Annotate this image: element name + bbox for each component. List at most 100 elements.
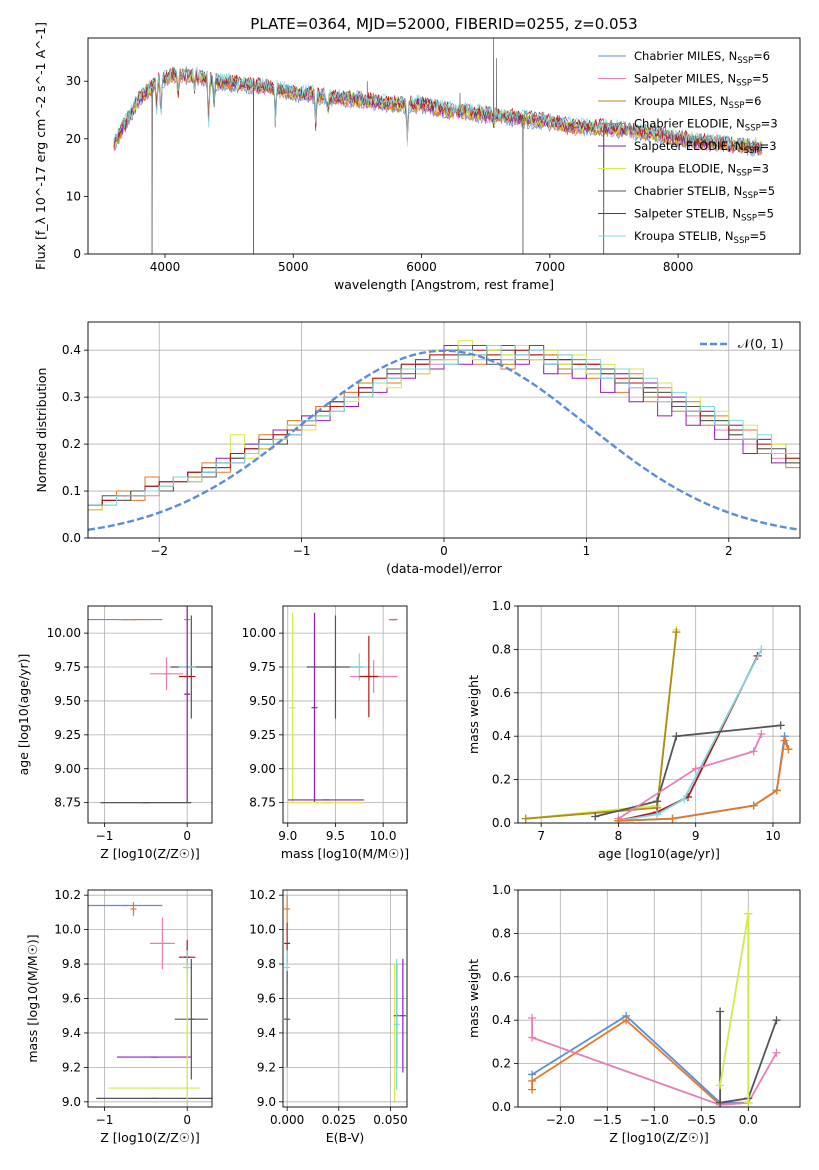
plot-area — [287, 612, 398, 804]
x-tick-label: 10.0 — [370, 829, 397, 843]
legend-label: Salpeter MILES, NSSP=5 — [634, 72, 769, 89]
plot-area — [521, 625, 793, 823]
y-tick-label: 9.6 — [62, 992, 81, 1006]
y-tick-label: 1.0 — [492, 883, 511, 897]
massweight-marker — [591, 812, 600, 821]
histogram-series — [88, 345, 800, 506]
massweight-marker — [653, 810, 662, 819]
y-tick-label: 9.6 — [257, 992, 276, 1006]
y-tick-label: 9.75 — [249, 660, 276, 674]
y-axis-label: mass [log10(M/M☉)] — [25, 934, 40, 1062]
legend-count: =3 — [752, 162, 769, 176]
legend-label: 𝒩(0, 1) — [738, 336, 784, 351]
massweight-vs-age-panel: 7 8 9 10 0.0 0.2 0.4 0.6 0.8 1.0 age [log10(age/yr… — [466, 599, 801, 861]
x-tick-label: 0.0 — [739, 1113, 758, 1127]
legend-count: =6 — [744, 94, 761, 108]
y-tick-label: 0.8 — [492, 642, 511, 656]
mass-vs-metallicity-panel: −1 0 9.0 9.2 9.4 9.6 9.8 10.0 10.2 Z [log10(Z/Z☉)… — [25, 888, 213, 1145]
y-tick-label: 10.0 — [54, 923, 81, 937]
x-tick-label: −1 — [293, 544, 311, 558]
x-tick-label: 7 — [537, 829, 545, 843]
y-tick-label: 9.2 — [257, 1060, 276, 1074]
y-tick-label: 9.50 — [54, 694, 81, 708]
massweight-marker — [780, 736, 789, 745]
x-tick-label: 8000 — [663, 260, 694, 274]
axes-frame — [517, 605, 801, 824]
massweight-marker — [716, 1081, 725, 1090]
y-tick-label: 0.0 — [62, 531, 81, 545]
massweight-line — [525, 629, 678, 820]
y-tick-label: 0.0 — [492, 1100, 511, 1114]
y-axis-label: mass weight — [466, 675, 481, 754]
massweight-vs-metallicity-panel: −2.0 −1.5 −1.0 −0.5 0.0 0.0 0.2 0.4 0.6 0.8 1.0 Z [… — [466, 883, 801, 1145]
massweight-marker — [784, 745, 793, 754]
legend-label: Kroupa STELIB, NSSP=5 — [634, 229, 766, 246]
x-tick-label: 6000 — [406, 260, 437, 274]
x-tick-label: 0.000 — [270, 1113, 304, 1127]
y-axis-label: mass weight — [466, 959, 481, 1038]
legend-sub: SSP — [736, 169, 752, 179]
x-axis-label: E(B-V) — [326, 1130, 365, 1145]
plot-area — [88, 606, 212, 804]
y-tick-label: 8.75 — [249, 796, 276, 810]
x-tick-label: −0.5 — [687, 1113, 716, 1127]
legend-sub: SSP — [729, 101, 745, 111]
legend-label: Kroupa MILES, NSSP=6 — [634, 94, 761, 111]
histogram-series — [88, 345, 800, 511]
legend-label: Salpeter ELODIE, NSSP=3 — [634, 139, 777, 156]
massweight-line — [525, 631, 678, 820]
massweight-line — [618, 655, 759, 822]
legend-count: =5 — [757, 207, 774, 221]
age-vs-mass-panel: 9.0 9.5 10.0 8.75 9.00 9.25 9.50 9.75 10.00 mass … — [242, 605, 409, 861]
legend-count: =5 — [758, 184, 775, 198]
y-axis-label: age [log10(age/yr)] — [16, 654, 31, 776]
legend-count: =6 — [753, 49, 770, 63]
axes-frame — [282, 605, 408, 824]
histogram-series — [88, 340, 800, 511]
x-tick-label: 7000 — [535, 260, 566, 274]
mass-vs-ebv-panel: 0.000 0.025 0.050 9.0 9.2 9.4 9.6 9.8 10.0 10.2 E(… — [249, 888, 407, 1145]
massweight-marker — [772, 1016, 781, 1025]
y-tick-label: 9.00 — [249, 762, 276, 776]
massweight-marker — [749, 801, 758, 810]
y-tick-label: 0.2 — [62, 437, 81, 451]
legend-label: Chabrier ELODIE, NSSP=3 — [634, 117, 778, 134]
massweight-marker — [653, 797, 662, 806]
histogram-series — [88, 345, 800, 515]
x-tick-label: 0 — [440, 544, 448, 558]
x-tick-label: 0.050 — [373, 1113, 407, 1127]
histogram-series — [88, 349, 800, 506]
massweight-marker — [716, 1098, 725, 1107]
plot-area — [88, 902, 212, 1102]
y-tick-label: 10.0 — [249, 923, 276, 937]
plot-area — [284, 895, 406, 1102]
massweight-marker — [776, 721, 785, 730]
massweight-line — [719, 913, 750, 1103]
massweight-marker — [668, 814, 677, 823]
y-tick-label: 0.3 — [62, 390, 81, 404]
massweight-line — [618, 648, 763, 822]
legend-count: =5 — [749, 229, 766, 243]
massweight-marker — [672, 732, 681, 741]
massweight-marker — [757, 645, 766, 654]
y-tick-label: 0.2 — [492, 1057, 511, 1071]
histogram-series — [88, 345, 800, 511]
massweight-line — [531, 1019, 749, 1106]
y-tick-label: 0.2 — [492, 773, 511, 787]
axes-frame — [517, 889, 801, 1108]
y-tick-label: 9.8 — [62, 957, 81, 971]
histogram-series — [88, 345, 800, 511]
x-axis-label: mass [log10(M/M☉)] — [281, 846, 409, 861]
massweight-marker — [528, 1014, 537, 1023]
massweight-marker — [757, 730, 766, 739]
massweight-line — [531, 1014, 749, 1104]
y-tick-label: 9.25 — [54, 728, 81, 742]
y-tick-label: 9.0 — [62, 1095, 81, 1109]
x-tick-label: 10 — [765, 829, 780, 843]
x-axis-label: wavelength [Angstrom, rest frame] — [334, 277, 554, 292]
y-tick-label: 9.25 — [249, 728, 276, 742]
axes-frame — [87, 889, 213, 1108]
legend-sub: SSP — [742, 191, 758, 201]
x-tick-label: 9.0 — [278, 829, 297, 843]
y-tick-label: 9.00 — [54, 762, 81, 776]
